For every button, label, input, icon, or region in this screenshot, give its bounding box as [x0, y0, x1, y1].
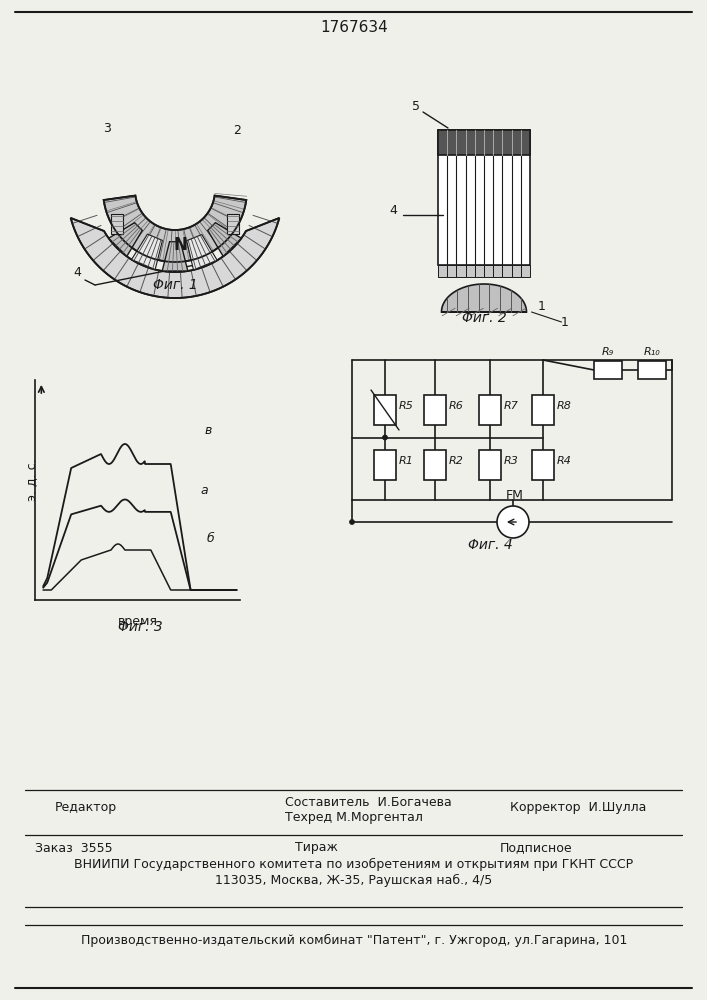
- Bar: [424, 450, 446, 480]
- Text: Заказ  3555: Заказ 3555: [35, 842, 112, 854]
- Bar: [438, 130, 530, 155]
- Text: R2: R2: [449, 456, 464, 466]
- Text: R₁₀: R₁₀: [643, 347, 660, 357]
- Text: R1: R1: [399, 456, 414, 466]
- Circle shape: [349, 520, 354, 524]
- Bar: [424, 395, 446, 425]
- Text: Производственно-издательский комбинат "Патент", г. Ужгород, ул.Гагарина, 101: Производственно-издательский комбинат "П…: [81, 933, 627, 947]
- Text: Техред М.Моргентал: Техред М.Моргентал: [285, 812, 423, 824]
- Text: Φиг. 4: Φиг. 4: [467, 538, 513, 552]
- Text: 4: 4: [389, 204, 397, 217]
- Bar: [438, 130, 530, 265]
- Bar: [512, 265, 521, 277]
- Text: R6: R6: [449, 401, 464, 411]
- Text: N: N: [173, 236, 187, 254]
- Polygon shape: [104, 196, 246, 262]
- Bar: [227, 214, 239, 233]
- Text: 113035, Москва, Ж-35, Раушская наб., 4/5: 113035, Москва, Ж-35, Раушская наб., 4/5: [216, 873, 493, 887]
- Bar: [466, 265, 475, 277]
- Text: R4: R4: [557, 456, 572, 466]
- Text: 1: 1: [561, 316, 568, 328]
- Polygon shape: [187, 235, 217, 270]
- Text: R₉: R₉: [602, 347, 614, 357]
- Text: 5: 5: [412, 100, 420, 112]
- Bar: [532, 450, 554, 480]
- Text: ВНИИПИ Государственного комитета по изобретениям и открытиям при ГКНТ СССР: ВНИИПИ Государственного комитета по изоб…: [74, 857, 633, 871]
- Text: 4: 4: [73, 265, 81, 278]
- Bar: [594, 361, 622, 379]
- Text: Φиг. 1: Φиг. 1: [153, 278, 197, 292]
- Bar: [484, 265, 493, 277]
- Bar: [521, 265, 530, 277]
- Bar: [374, 395, 396, 425]
- Text: R5: R5: [399, 401, 414, 411]
- Text: в: в: [204, 424, 212, 437]
- Polygon shape: [441, 284, 527, 312]
- Text: 2: 2: [233, 123, 241, 136]
- Bar: [503, 265, 512, 277]
- Text: 1: 1: [537, 300, 545, 314]
- Circle shape: [497, 506, 529, 538]
- Polygon shape: [208, 223, 241, 256]
- Text: Φиг. 3: Φиг. 3: [119, 620, 163, 634]
- Text: Корректор  И.Шулла: Корректор И.Шулла: [510, 802, 646, 814]
- Text: R3: R3: [504, 456, 519, 466]
- Circle shape: [382, 435, 387, 440]
- Bar: [374, 450, 396, 480]
- Text: R8: R8: [557, 401, 572, 411]
- Text: Подписное: Подписное: [500, 842, 573, 854]
- Text: R7: R7: [504, 401, 519, 411]
- X-axis label: время: время: [118, 615, 158, 628]
- Polygon shape: [109, 223, 142, 256]
- Text: э. д. с.: э. д. с.: [25, 459, 38, 501]
- Bar: [457, 265, 466, 277]
- Text: Составитель  И.Богачева: Составитель И.Богачева: [285, 796, 452, 808]
- Text: Φиг. 2: Φиг. 2: [462, 311, 506, 325]
- Text: 1767634: 1767634: [320, 20, 388, 35]
- Bar: [479, 395, 501, 425]
- Bar: [111, 214, 123, 233]
- Text: а: а: [201, 484, 208, 497]
- Bar: [638, 361, 666, 379]
- Text: б: б: [206, 532, 214, 545]
- Text: Редактор: Редактор: [55, 802, 117, 814]
- Bar: [479, 450, 501, 480]
- Text: 3: 3: [103, 121, 111, 134]
- Text: FМ: FМ: [506, 489, 524, 502]
- Polygon shape: [162, 242, 188, 271]
- Text: Тираж: Тираж: [295, 842, 338, 854]
- Bar: [475, 265, 484, 277]
- Polygon shape: [71, 218, 279, 298]
- Bar: [438, 265, 448, 277]
- Bar: [532, 395, 554, 425]
- Bar: [448, 265, 457, 277]
- Bar: [493, 265, 503, 277]
- Polygon shape: [132, 234, 163, 270]
